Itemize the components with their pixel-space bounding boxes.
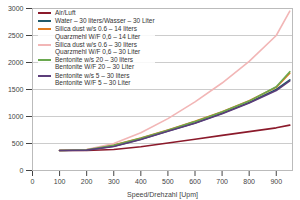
svg-text:0: 0 xyxy=(31,178,35,185)
svg-text:200: 200 xyxy=(81,178,93,185)
svg-text:500: 500 xyxy=(162,178,174,185)
svg-text:400: 400 xyxy=(135,178,147,185)
html-text:Bentonite w/s 20 – 30 liters B: Bentonite w/s 20 – 30 liters Bentonite W… xyxy=(55,56,135,71)
svg-text:600: 600 xyxy=(189,178,201,185)
html-text:Silica dust w/s 0.6 – 30 liter: Silica dust w/s 0.6 – 30 liters Quarzmeh… xyxy=(55,40,141,55)
svg-text:1500: 1500 xyxy=(8,86,24,93)
svg-text:1000: 1000 xyxy=(8,113,24,120)
svg-text:3000: 3000 xyxy=(8,5,24,12)
svg-text:2000: 2000 xyxy=(8,59,24,66)
svg-text:100: 100 xyxy=(54,178,66,185)
svg-text:800: 800 xyxy=(243,178,255,185)
svg-text:900: 900 xyxy=(270,178,282,185)
html-text:Silica dust w/s 0.6 – 14 liter: Silica dust w/s 0.6 – 14 liters Quarzmeh… xyxy=(55,25,141,40)
svg-text:2500: 2500 xyxy=(8,32,24,39)
html-text:Bentonite w/s 5 – 30 liters Be: Bentonite w/s 5 – 30 liters Bentonite W/… xyxy=(55,71,131,86)
html-text:Air/Luft: Air/Luft xyxy=(55,9,76,16)
html-text:Water – 30 liters/Wasser – 30: Water – 30 liters/Wasser – 30 Liter xyxy=(55,17,155,25)
svg-text:300: 300 xyxy=(108,178,120,185)
svg-text:0: 0 xyxy=(20,167,24,174)
svg-text:700: 700 xyxy=(216,178,228,185)
svg-text:500: 500 xyxy=(12,140,24,147)
svg-text:Speed/Drehzahl [Upm]: Speed/Drehzahl [Upm] xyxy=(127,191,198,199)
